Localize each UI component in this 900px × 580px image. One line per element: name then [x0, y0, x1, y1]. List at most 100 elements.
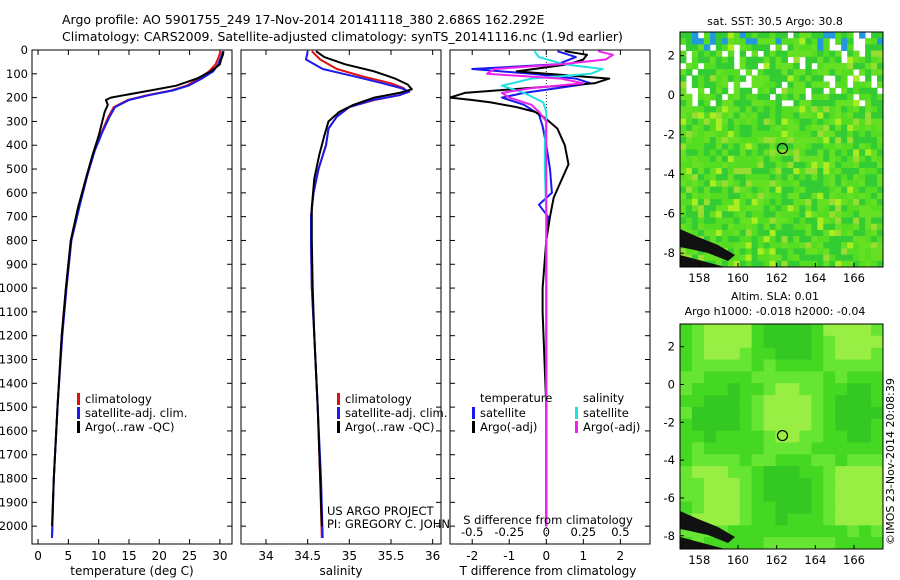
- sla-cell: [763, 501, 776, 514]
- sst-cell: [680, 186, 687, 194]
- sst-cell: [709, 87, 717, 95]
- sst-cell: [829, 155, 836, 163]
- sst-cell: [686, 143, 693, 150]
- sst-cell: [703, 124, 711, 132]
- sla-cell: [727, 525, 741, 538]
- sst-cell: [721, 100, 729, 107]
- sst-cell: [877, 50, 884, 58]
- sla-cell: [871, 335, 884, 348]
- sla-cell: [680, 371, 693, 384]
- sst-cell: [757, 229, 764, 237]
- sla-cell: [691, 335, 705, 348]
- sst-cell: [709, 186, 717, 194]
- sla-y-tick-label-4: -6: [664, 491, 675, 505]
- sst-y-tick-label-3: -4: [664, 167, 675, 181]
- sst-cell: [829, 168, 836, 175]
- sst-cell: [781, 69, 788, 76]
- x-tick-label-temperature-6: 30: [212, 549, 227, 563]
- sst-cell: [811, 205, 818, 212]
- sst-cell: [811, 118, 818, 126]
- sst-cell: [793, 254, 800, 262]
- sst-cell: [697, 87, 705, 95]
- sst-cell: [835, 174, 842, 181]
- sst-cell: [721, 87, 729, 95]
- sla-cell: [691, 418, 705, 431]
- sst-cell: [877, 38, 884, 45]
- sst-cell: [841, 174, 848, 181]
- sla-cell: [799, 430, 812, 443]
- sst-cell: [757, 137, 764, 144]
- sst-cell: [769, 174, 776, 181]
- sla-cell: [763, 406, 776, 420]
- sst-cell: [691, 248, 699, 255]
- sst-cell: [697, 174, 705, 181]
- sst-cell: [793, 143, 800, 150]
- sst-cell: [775, 229, 782, 237]
- sst-cell: [805, 192, 812, 200]
- sst-cell: [709, 124, 717, 132]
- sst-cell: [829, 130, 836, 138]
- sst-cell: [691, 38, 699, 45]
- sst-cell: [877, 205, 884, 212]
- difference-legend: temperaturesatelliteArgo(-adj)salinitysa…: [472, 391, 640, 434]
- sst-cell: [781, 180, 788, 187]
- sst-cell: [709, 93, 717, 101]
- sst-cell: [769, 112, 776, 119]
- sla-cell: [847, 454, 860, 467]
- sst-x-tick-label-0: 158: [688, 271, 710, 285]
- sst-cell: [763, 81, 770, 89]
- diff-legend-sal-swatch-1: [575, 421, 578, 433]
- sla-cell: [680, 406, 693, 420]
- sst-cell: [787, 149, 794, 157]
- sla-cell: [680, 395, 693, 408]
- y-tick-label-19: 1900: [0, 495, 28, 509]
- sla-cell: [787, 371, 800, 384]
- sst-cell: [686, 149, 693, 157]
- sst-cell: [769, 38, 776, 45]
- sst-cell: [853, 130, 860, 138]
- sst-cell: [841, 137, 848, 144]
- sst-cell: [709, 211, 717, 218]
- sla-cell: [835, 430, 848, 443]
- sst-cell: [715, 254, 723, 262]
- sst-cell: [805, 174, 812, 181]
- sst-cell: [691, 56, 699, 64]
- sst-cell: [805, 186, 812, 194]
- temperature-plot-frame: [31, 49, 233, 545]
- sst-cell: [877, 174, 884, 181]
- sst-cell: [697, 56, 705, 64]
- sst-cell: [811, 112, 818, 119]
- sla-cell: [847, 501, 860, 514]
- sst-cell: [793, 124, 800, 132]
- sla-cell: [871, 347, 884, 360]
- sst-cell: [757, 254, 764, 262]
- sst-cell: [757, 186, 764, 194]
- sst-cell: [811, 50, 818, 58]
- sst-cell: [691, 75, 699, 82]
- sla-cell: [871, 324, 884, 337]
- sla-cell: [847, 383, 860, 396]
- sst-cell: [739, 143, 747, 150]
- sla-cell: [703, 335, 717, 348]
- sst-cell: [757, 199, 764, 206]
- sst-cell: [686, 192, 693, 200]
- sst-cell: [703, 161, 711, 169]
- sst-cell: [769, 32, 776, 39]
- sst-cell: [859, 229, 866, 237]
- sst-cell: [727, 205, 735, 212]
- sla-cell: [715, 406, 729, 420]
- sst-cell: [763, 186, 770, 194]
- sst-cell: [745, 106, 753, 113]
- sst-cell: [715, 260, 723, 268]
- sst-cell: [721, 161, 729, 169]
- sst-cell: [686, 217, 693, 225]
- sst-cell: [829, 186, 836, 194]
- sla-cell: [835, 324, 848, 337]
- sst-cell: [823, 254, 830, 262]
- diff-legend-temp-swatch-0: [472, 407, 475, 419]
- sst-cell: [686, 32, 693, 39]
- sla-cell: [775, 477, 788, 491]
- sst-cell: [727, 186, 735, 194]
- sst-cell: [805, 38, 812, 45]
- sst-cell: [680, 118, 687, 126]
